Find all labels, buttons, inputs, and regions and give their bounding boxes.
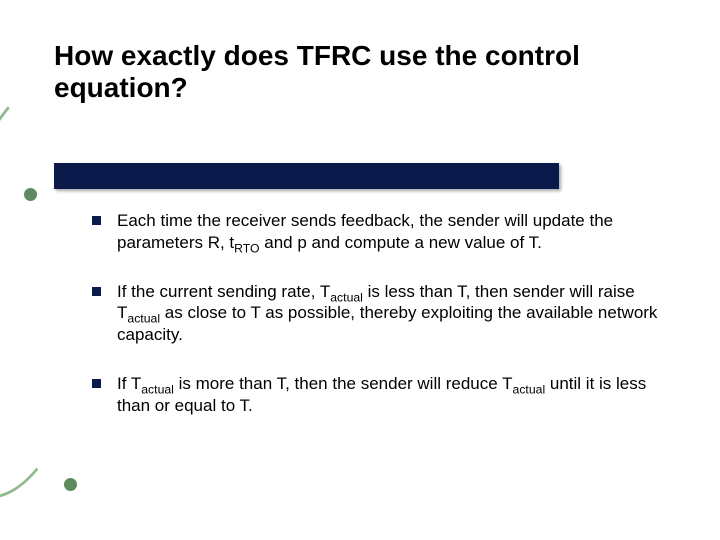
- slide-title: How exactly does TFRC use the control eq…: [54, 40, 680, 104]
- bullet-item: If Tactual is more than T, then the send…: [92, 373, 680, 417]
- slide-container: How exactly does TFRC use the control eq…: [54, 40, 680, 112]
- bullet-text: If the current sending rate, Tactual is …: [117, 281, 680, 346]
- bullet-item: If the current sending rate, Tactual is …: [92, 281, 680, 346]
- bullet-item: Each time the receiver sends feedback, t…: [92, 210, 680, 254]
- bullet-list: Each time the receiver sends feedback, t…: [92, 210, 680, 443]
- bullet-text: Each time the receiver sends feedback, t…: [117, 210, 680, 254]
- swoosh-dot-bottom: [64, 478, 77, 491]
- bullet-marker-icon: [92, 379, 101, 388]
- swoosh-dot-top: [24, 188, 37, 201]
- bullet-marker-icon: [92, 287, 101, 296]
- title-underline-bar: [54, 163, 559, 189]
- bullet-text: If Tactual is more than T, then the send…: [117, 373, 680, 417]
- bullet-marker-icon: [92, 216, 101, 225]
